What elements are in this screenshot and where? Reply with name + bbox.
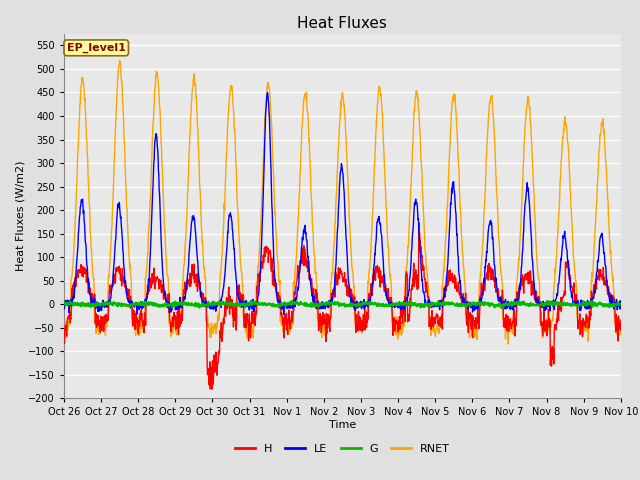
G [552, 300, 559, 306]
LE [60, 302, 68, 308]
G [544, 298, 552, 304]
RNET [617, 328, 625, 334]
LE [264, 90, 271, 96]
X-axis label: Time: Time [329, 420, 356, 430]
H [184, 276, 191, 282]
LE [429, 303, 437, 309]
H [502, 312, 510, 317]
RNET [60, 324, 68, 330]
LE [552, 298, 559, 303]
RNET [246, 320, 254, 326]
G [497, 305, 505, 311]
G [502, 301, 509, 307]
H [246, 335, 254, 341]
Line: G: G [64, 301, 621, 308]
RNET [184, 178, 192, 184]
LE [502, 306, 510, 312]
G [170, 302, 178, 308]
Line: H: H [64, 223, 621, 389]
Legend: H, LE, G, RNET: H, LE, G, RNET [230, 440, 454, 458]
G [246, 301, 254, 307]
H [552, 324, 559, 329]
LE [184, 271, 191, 276]
H [429, 324, 437, 330]
LE [280, 312, 287, 317]
Y-axis label: Heat Fluxes (W/m2): Heat Fluxes (W/m2) [15, 161, 26, 271]
RNET [552, 269, 559, 275]
LE [617, 298, 625, 304]
LE [246, 302, 254, 308]
Text: EP_level1: EP_level1 [67, 43, 125, 53]
G [60, 300, 68, 306]
Line: RNET: RNET [64, 60, 621, 344]
G [184, 300, 191, 306]
RNET [504, 341, 511, 347]
RNET [429, 328, 437, 334]
H [415, 220, 422, 226]
RNET [116, 58, 124, 63]
H [60, 329, 68, 335]
Title: Heat Fluxes: Heat Fluxes [298, 16, 387, 31]
Line: LE: LE [64, 93, 621, 314]
RNET [171, 324, 179, 329]
H [208, 386, 216, 392]
H [617, 317, 625, 323]
H [170, 316, 178, 322]
G [617, 301, 625, 307]
RNET [502, 321, 509, 327]
G [429, 302, 436, 308]
LE [170, 302, 178, 308]
